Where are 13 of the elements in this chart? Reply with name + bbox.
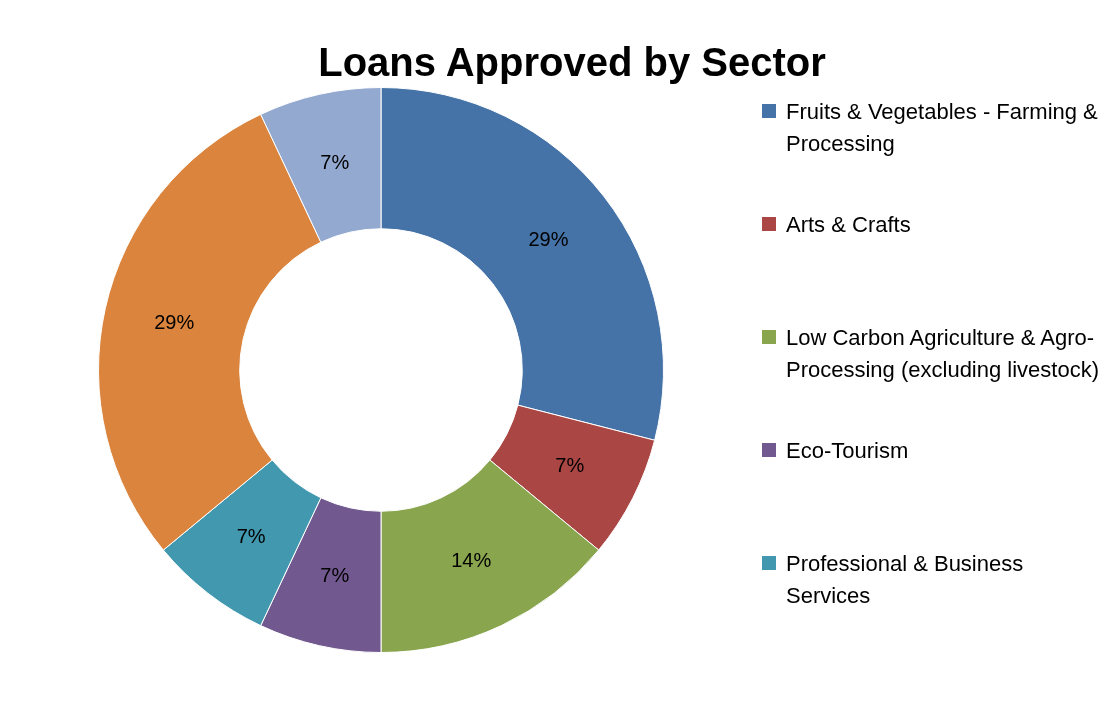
data-label: 7%	[320, 564, 350, 587]
legend-label: Eco-Tourism	[786, 437, 909, 465]
legend-label: Arts & Crafts	[786, 211, 911, 239]
legend-label: Low Carbon Agriculture & Agro-Processing (excluding livestock)	[786, 324, 1101, 384]
chart-title: Loans Approved by Sector	[317, 40, 827, 85]
data-label: 7%	[236, 524, 266, 547]
data-label: 14%	[451, 549, 492, 572]
data-label: 7%	[555, 453, 585, 476]
legend-label: Fruits & Vegetables - Farming & Processing	[786, 98, 1099, 158]
data-label: 29%	[528, 227, 569, 250]
data-label: 29%	[154, 311, 195, 334]
data-label: 7%	[320, 150, 350, 173]
legend-label: Professional & Business Services	[786, 550, 1025, 610]
